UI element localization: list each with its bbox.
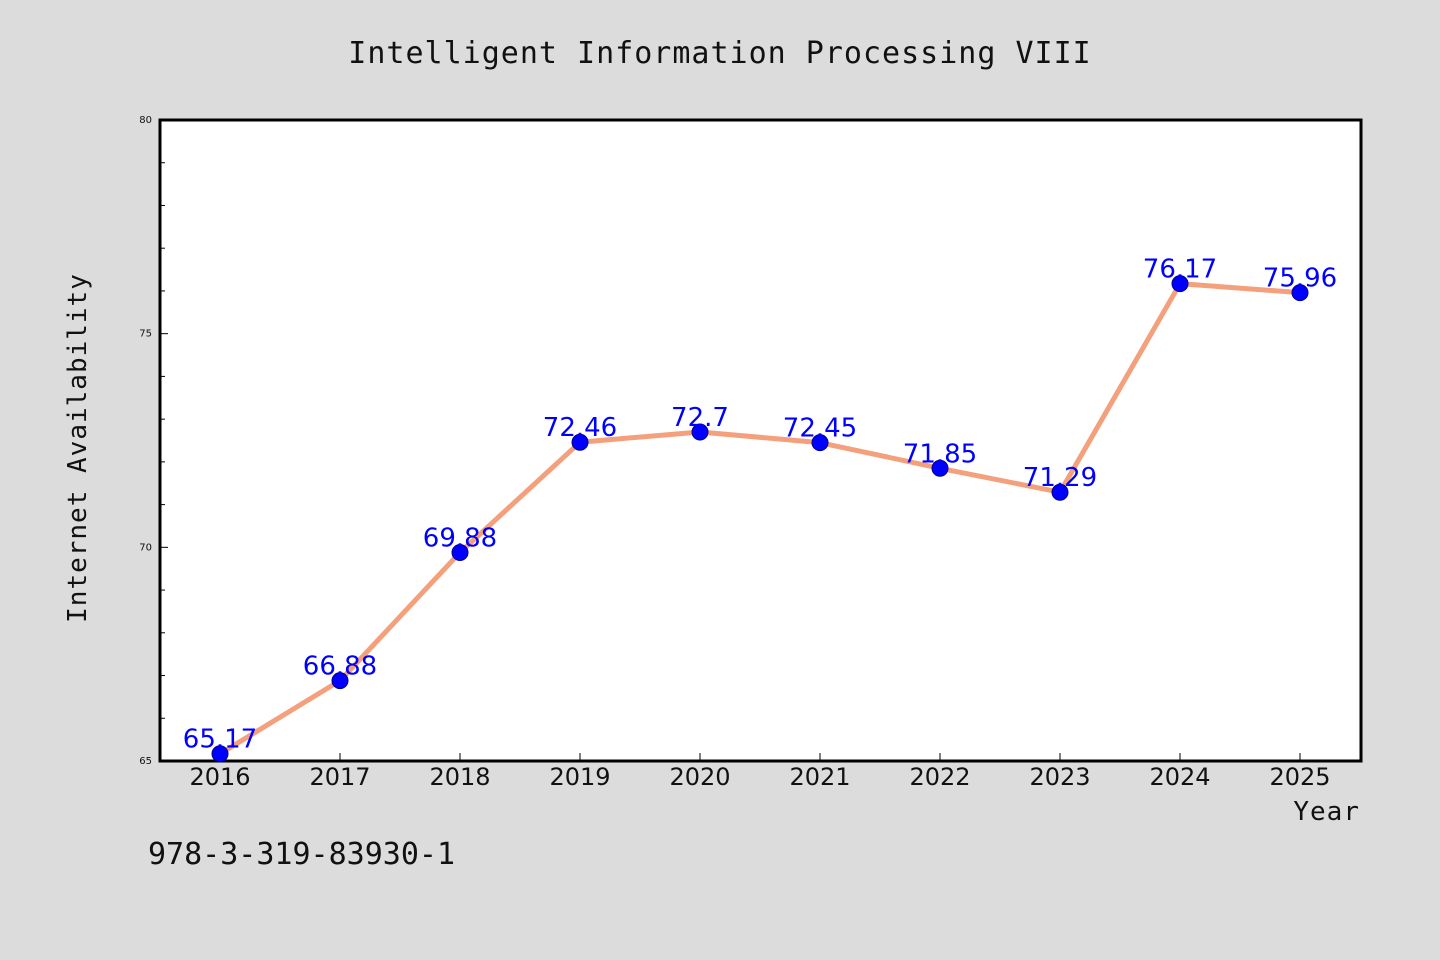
x-tick-label: 2022: [909, 763, 970, 791]
x-tick-label: 2024: [1149, 763, 1210, 791]
y-axis-label: Internet Availability: [63, 273, 93, 623]
data-point: [811, 434, 829, 452]
data-point: [1171, 275, 1189, 293]
data-label: 75.96: [1263, 264, 1337, 294]
x-tick-label: 2020: [669, 763, 730, 791]
series-line-group: [217, 281, 1303, 757]
x-tick-label: 2018: [429, 763, 490, 791]
isbn-footer: 978-3-319-83930-1: [148, 837, 455, 872]
y-tick-label: 75: [139, 329, 152, 340]
x-tick-label: 2023: [1029, 763, 1090, 791]
data-labels: 65.17 66.88 69.88 72.46 72.7 72.45 71.85 71.29 7…: [183, 255, 1337, 755]
data-label: 71.29: [1023, 463, 1097, 493]
data-label: 71.85: [903, 439, 977, 469]
x-axis-ticks: 2016 2017 2018 2019 2020 2021 2022 2023 2024 2025: [189, 753, 1331, 791]
data-label: 65.17: [183, 725, 257, 755]
data-point: [331, 672, 349, 690]
x-tick-label: 2025: [1269, 763, 1330, 791]
data-point: [931, 459, 949, 477]
data-label: 72.46: [543, 413, 617, 443]
y-tick-label: 80: [139, 115, 152, 126]
data-label: 66.88: [303, 652, 377, 682]
chart-title: Intelligent Information Processing VIII: [348, 36, 1091, 71]
y-tick-label: 70: [139, 542, 152, 553]
data-point: [1051, 483, 1069, 501]
data-point: [571, 433, 589, 451]
x-tick-label: 2021: [789, 763, 850, 791]
series-line: [217, 281, 1303, 757]
x-tick-label: 2017: [309, 763, 370, 791]
data-point: [691, 423, 709, 441]
plot-area: [158, 118, 1363, 763]
data-label: 69.88: [423, 523, 497, 553]
y-tick-label: 65: [139, 756, 152, 767]
data-label: 72.7: [671, 403, 729, 433]
data-label: 76.17: [1143, 255, 1217, 285]
x-tick-label: 2019: [549, 763, 610, 791]
data-point: [1291, 284, 1309, 302]
data-label: 72.45: [783, 414, 857, 444]
data-point: [211, 745, 229, 763]
data-points: [211, 275, 1309, 763]
x-tick-label: 2016: [189, 763, 250, 791]
x-axis-label: Year: [1293, 797, 1360, 827]
data-point: [451, 543, 469, 561]
y-axis-ticks: 65 70 75 80: [139, 115, 168, 767]
